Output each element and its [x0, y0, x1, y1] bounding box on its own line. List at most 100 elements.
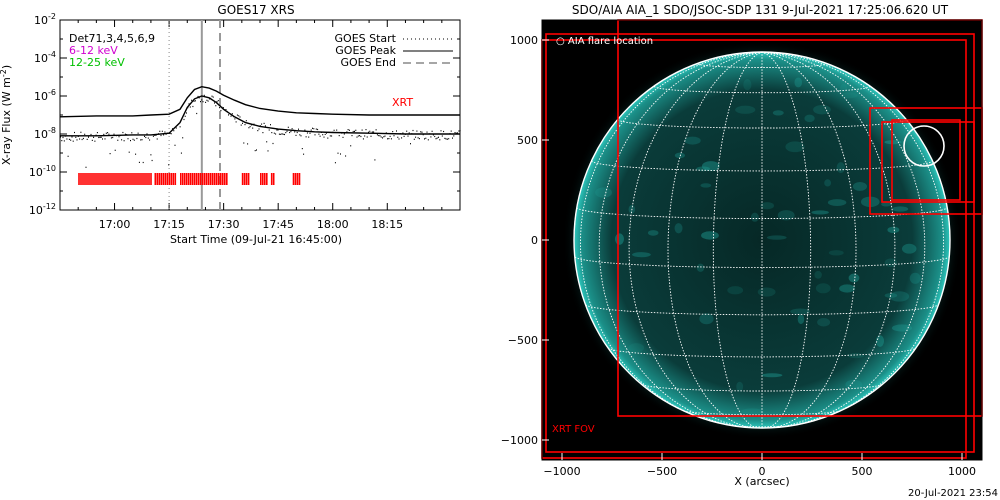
goes-noise-point	[275, 133, 277, 135]
band-6-12-label: 6-12 keV	[69, 44, 118, 57]
longitude-line	[761, 51, 896, 428]
goes-noise-point	[375, 129, 377, 131]
goes-noise-point	[160, 134, 162, 137]
legend-goes-peak: GOES Peak	[335, 44, 396, 57]
solar-active-feature	[811, 210, 829, 215]
xrt-fov-box	[545, 33, 975, 453]
goes-noise-point	[216, 101, 218, 103]
goes-noise-point	[261, 123, 263, 125]
goes-noise-point	[136, 137, 138, 140]
goes-noise-point	[182, 137, 184, 139]
goes-noise-point	[259, 125, 261, 127]
goes-noise-point	[161, 130, 163, 132]
goes-noise-point	[376, 134, 378, 136]
goes-noise-point	[165, 133, 167, 135]
goes-noise-point	[439, 139, 441, 141]
goes-noise-point	[146, 133, 148, 135]
goes-noise-point	[124, 133, 126, 135]
solar-active-feature	[785, 141, 805, 153]
goes-noise-point	[308, 136, 310, 138]
goes-noise-point	[242, 122, 243, 124]
xrt-observation-bar	[94, 173, 96, 185]
goes-noise-point	[445, 138, 447, 140]
xrt-observation-bar	[82, 173, 84, 185]
goes-noise-point	[247, 143, 249, 145]
solar-active-feature	[840, 83, 848, 93]
xrt-observation-bar	[104, 173, 106, 185]
goes-noise-point	[84, 133, 86, 135]
goes-noise-point	[284, 133, 285, 136]
goes-noise-point	[80, 131, 82, 133]
goes-noise-point	[401, 137, 403, 139]
goes-noise-point	[196, 112, 198, 115]
goes-noise-point	[159, 130, 161, 132]
goes-noise-point	[351, 135, 353, 137]
goes-noise-point	[267, 150, 269, 152]
goes-y-tick-label: 10-12	[29, 202, 56, 217]
footer-timestamp: 20-Jul-2021 23:54	[908, 488, 998, 499]
goes-noise-point	[346, 131, 348, 133]
goes-noise-point	[229, 113, 231, 115]
xrt-observation-bar	[212, 173, 214, 185]
goes-noise-point	[309, 132, 311, 134]
solar-active-feature	[889, 291, 910, 302]
goes-noise-point	[177, 124, 179, 126]
goes-noise-point	[252, 127, 254, 129]
solar-active-feature	[884, 258, 898, 268]
longitude-line	[761, 51, 945, 423]
goes-noise-point	[188, 103, 190, 105]
goes-noise-point	[402, 132, 404, 134]
aia-y-tick-label: 0	[531, 234, 538, 247]
solar-active-feature	[881, 202, 892, 207]
xrt-observation-bar	[208, 173, 210, 185]
xrt-observation-bar	[102, 173, 104, 185]
goes-noise-point	[292, 129, 294, 131]
goes-noise-point	[450, 130, 452, 132]
goes-noise-point	[413, 138, 415, 140]
solar-active-feature	[814, 270, 822, 279]
aia-x-tick-label: −1000	[543, 465, 580, 478]
goes-noise-point	[444, 137, 446, 139]
goes-noise-point	[422, 134, 424, 136]
goes-noise-point	[233, 116, 235, 118]
xrt-observation-bar	[184, 173, 186, 185]
xrt-observation-bar	[92, 173, 94, 185]
goes-noise-point	[272, 142, 274, 145]
goes-noise-point	[217, 100, 219, 102]
goes-noise-point	[399, 133, 401, 135]
goes-noise-point	[98, 136, 100, 139]
goes-noise-point	[180, 152, 182, 154]
solar-active-feature	[735, 105, 756, 114]
goes-noise-point	[356, 136, 358, 138]
goes-y-tick-label: 10-8	[34, 126, 56, 141]
goes-noise-point	[214, 102, 215, 104]
goes-noise-point	[166, 132, 168, 134]
solar-active-feature	[757, 287, 776, 297]
goes-noise-point	[142, 161, 144, 164]
xrt-observation-bar	[202, 173, 204, 185]
goes-noise-point	[65, 135, 67, 137]
goes-noise-point	[60, 136, 61, 138]
longitude-line	[712, 51, 763, 429]
goes-noise-point	[90, 133, 92, 136]
longitude-line	[761, 51, 857, 429]
xrt-observation-bar	[226, 173, 228, 185]
latitude-line	[576, 207, 948, 219]
goes-y-tick-label: 10-2	[34, 12, 56, 27]
xrt-observation-bar	[186, 173, 188, 185]
goes-noise-point	[104, 138, 106, 140]
goes-noise-point	[66, 138, 68, 140]
goes-noise-point	[258, 128, 260, 130]
goes-noise-point	[133, 139, 135, 141]
xrt-observation-bar	[138, 173, 140, 185]
xrt-observation-bar	[190, 173, 192, 185]
xrt-observation-bar	[116, 173, 118, 185]
legend-goes-end: GOES End	[340, 56, 396, 69]
goes-noise-point	[113, 133, 115, 135]
goes-noise-point	[281, 133, 283, 135]
goes-noise-point	[365, 129, 367, 131]
goes-noise-point	[102, 138, 103, 140]
goes-noise-point	[334, 162, 336, 164]
goes-noise-point	[296, 131, 298, 134]
